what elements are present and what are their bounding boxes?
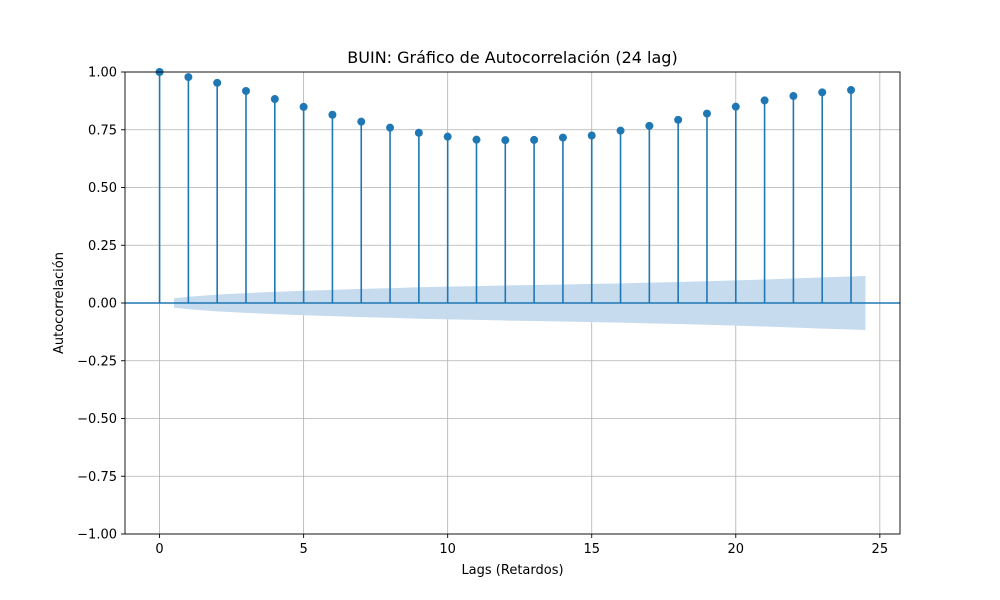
acf-point	[789, 92, 798, 101]
y-tick-label: 0.50	[88, 181, 117, 196]
x-tick-label: 5	[299, 542, 307, 557]
acf-point	[357, 117, 366, 126]
y-axis-title: Autocorrelación	[52, 252, 67, 354]
acf-point	[731, 102, 740, 111]
chart-title: BUIN: Gráfico de Autocorrelación (24 lag…	[347, 48, 677, 67]
y-tick-label: −0.75	[77, 470, 117, 485]
y-tick-label: 1.00	[88, 66, 117, 81]
stems-layer	[158, 72, 852, 303]
acf-point	[645, 121, 654, 130]
y-tick-label: 0.00	[88, 297, 117, 312]
acf-point	[501, 136, 510, 145]
acf-point	[328, 110, 337, 119]
acf-point	[242, 86, 251, 95]
acf-point	[414, 128, 423, 137]
acf-point	[674, 115, 683, 124]
acf-point	[847, 86, 856, 95]
x-tick-label: 20	[728, 542, 745, 557]
acf-point	[443, 132, 452, 141]
y-tick-label: 0.25	[88, 239, 117, 254]
acf-point	[213, 78, 222, 87]
y-tick-label: −0.50	[77, 412, 117, 427]
acf-point	[702, 109, 711, 118]
x-tick-label: 15	[583, 542, 600, 557]
acf-point	[472, 135, 481, 144]
acf-point	[616, 126, 625, 135]
acf-point	[184, 73, 193, 82]
acf-point	[530, 135, 539, 144]
acf-point	[818, 88, 827, 97]
x-ticks: 0 5 10 15 20 25	[155, 534, 888, 557]
x-tick-label: 10	[439, 542, 456, 557]
x-tick-label: 0	[155, 542, 163, 557]
markers-layer	[155, 68, 856, 145]
acf-point	[587, 131, 596, 140]
acf-point	[558, 133, 567, 142]
acf-point	[299, 102, 308, 111]
y-tick-label: −0.25	[77, 354, 117, 369]
acf-point	[270, 95, 279, 104]
y-tick-label: 0.75	[88, 123, 117, 138]
acf-point	[386, 123, 395, 132]
x-axis-title: Lags (Retardos)	[461, 563, 563, 578]
acf-point	[760, 96, 769, 105]
y-ticks: −1.00 −0.75 −0.50 −0.25 0.00 0.25 0.50 0.75 1.00	[77, 66, 125, 543]
x-tick-label: 25	[872, 542, 889, 557]
y-tick-label: −1.00	[77, 528, 117, 543]
